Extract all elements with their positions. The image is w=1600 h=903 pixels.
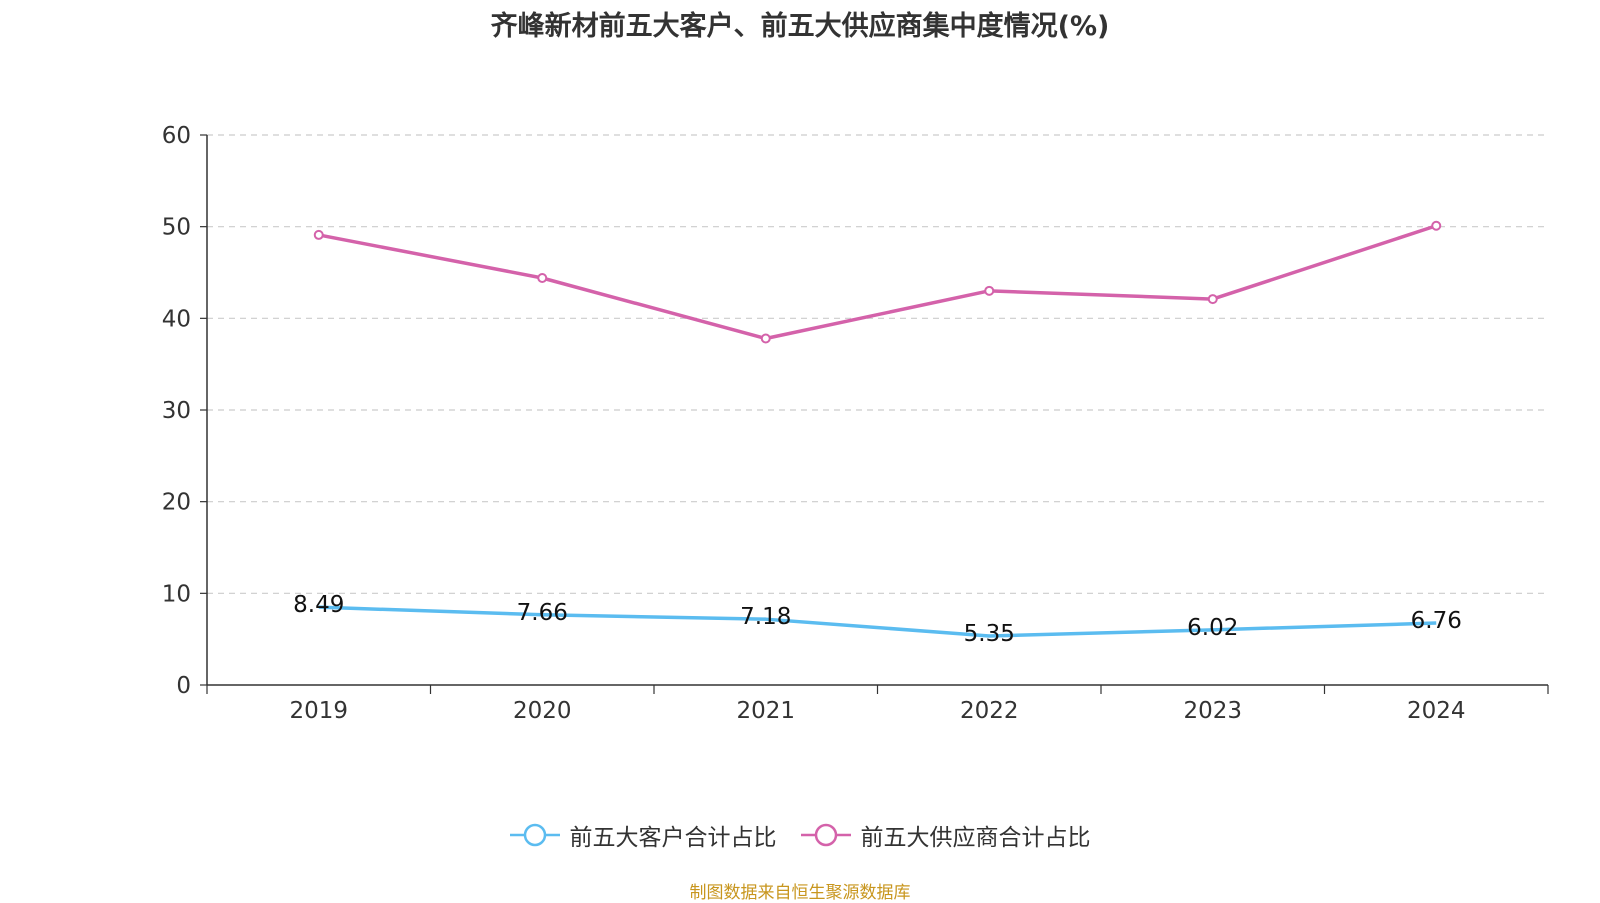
data-label: 6.02	[1187, 615, 1238, 641]
legend-label-customers: 前五大客户合计占比	[569, 825, 777, 851]
y-tick-label: 0	[176, 673, 191, 699]
chart-title: 齐峰新材前五大客户、前五大供应商集中度情况(%)	[490, 11, 1110, 42]
series-point-1[interactable]	[1431, 220, 1442, 231]
y-tick-label: 30	[162, 398, 191, 424]
x-tick-label: 2023	[1183, 698, 1242, 724]
y-tick-label: 20	[162, 490, 191, 516]
series-point-1[interactable]	[313, 229, 324, 240]
series-point-1[interactable]	[537, 273, 548, 283]
data-label: 8.49	[293, 592, 344, 618]
series-line-0	[318, 605, 1437, 638]
data-source-note: 制图数据来自恒生聚源数据库	[689, 883, 911, 903]
y-tick-label: 10	[162, 581, 191, 607]
data-label: 7.66	[517, 600, 568, 626]
legend-item-suppliers[interactable]: 前五大供应商合计占比	[800, 818, 1091, 852]
series-line-1	[318, 224, 1437, 341]
legend-item-customers[interactable]: 前五大客户合计占比	[509, 818, 777, 852]
line-chart: 0 10 20 30 40 50 60 2019 2020 2021 2022 2023 2024 8.4…	[162, 123, 1549, 724]
x-tick-label: 2024	[1407, 698, 1466, 724]
y-tick-label: 60	[162, 123, 191, 149]
legend-label-suppliers: 前五大供应商合计占比	[860, 825, 1091, 851]
x-tick-label: 2019	[289, 698, 348, 724]
data-label: 5.35	[964, 621, 1015, 647]
series-point-1[interactable]	[1207, 294, 1218, 305]
y-tick-label: 50	[162, 215, 191, 241]
legend: 前五大客户合计占比 前五大供应商合计占比	[0, 818, 1600, 852]
legend-swatch-suppliers-icon	[800, 823, 851, 847]
x-tick-label: 2020	[513, 698, 572, 724]
x-tick-label: 2022	[960, 698, 1019, 724]
series-point-1[interactable]	[760, 333, 771, 344]
series-point-1[interactable]	[984, 285, 995, 296]
data-label: 6.76	[1411, 608, 1462, 634]
x-tick-label: 2021	[736, 698, 795, 724]
legend-swatch-customers-icon	[509, 823, 560, 847]
y-tick-label: 40	[162, 306, 191, 332]
data-label: 7.18	[740, 604, 791, 630]
